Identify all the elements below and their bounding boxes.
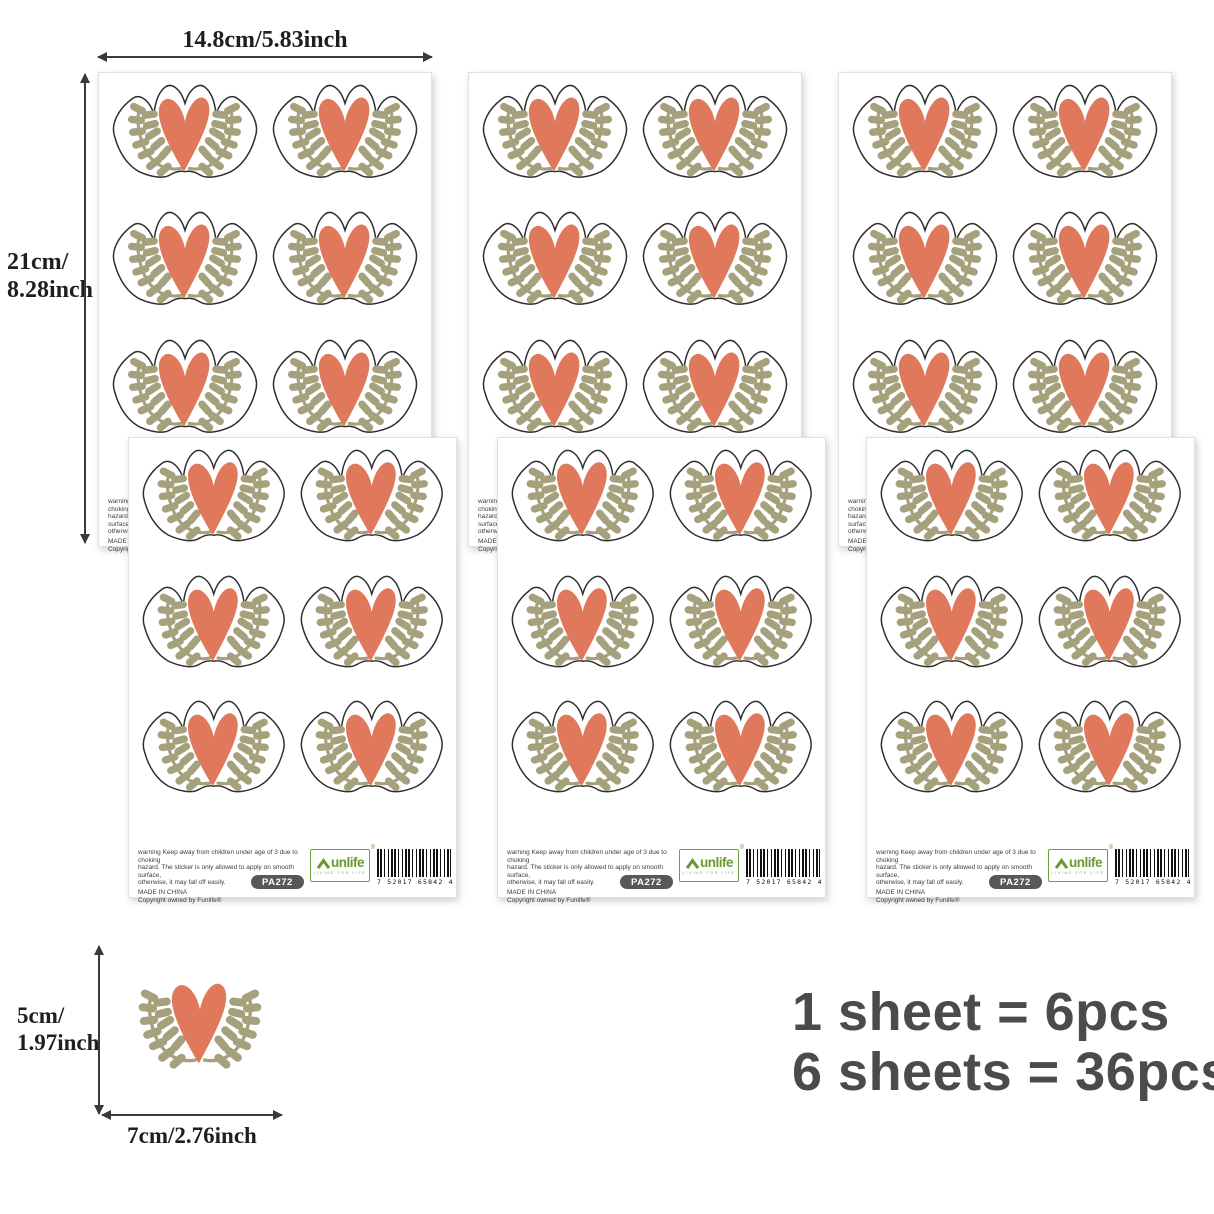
sticker-height-label: 5cm/ 1.97inch <box>17 1003 100 1056</box>
sticker-sheet: warning Keep away from children under ag… <box>128 437 457 904</box>
sheet-width-arrow <box>97 52 433 62</box>
heart-laurel-sticker <box>1031 446 1189 562</box>
heart-laurel-sticker <box>662 572 820 688</box>
heart-laurel-sticker <box>873 446 1031 562</box>
piece-count-summary: 1 sheet = 6pcs 6 sheets = 36pcs <box>792 982 1214 1102</box>
funlife-logo: ® unlife LIVING FOR LIFE <box>310 845 375 882</box>
barcode-bars <box>1115 849 1189 877</box>
sku-badge: PA272 <box>620 875 673 889</box>
summary-line-2: 6 sheets = 36pcs <box>792 1042 1214 1102</box>
heart-laurel-sticker <box>845 336 1005 453</box>
heart-laurel-sticker <box>635 208 795 325</box>
sheet-height-arrow <box>80 73 90 544</box>
sticker-width-arrow <box>101 1110 283 1120</box>
heart-laurel-sticker <box>1005 208 1165 325</box>
heart-laurel-sticker <box>662 697 820 813</box>
sheet-height-label: 21cm/ 8.28inch <box>7 249 94 304</box>
barcode-digits: 7 52017 65842 4 <box>746 878 823 886</box>
heart-laurel-sticker <box>1005 81 1165 198</box>
heart-laurel-sticker <box>475 208 635 325</box>
sticker-grid <box>135 446 450 813</box>
logo-tagline: LIVING FOR LIFE <box>1051 871 1105 875</box>
sheet-footer: warning Keep away from children under ag… <box>498 843 825 904</box>
heart-laurel-sticker <box>1005 336 1165 453</box>
heart-laurel-sticker <box>475 336 635 453</box>
logo-brand-text: unlife <box>700 855 734 870</box>
logo-brand-text: unlife <box>1069 855 1103 870</box>
heart-laurel-sticker <box>845 81 1005 198</box>
heart-laurel-sticker <box>105 208 265 325</box>
made-in-label: MADE IN CHINA <box>507 888 557 896</box>
upc-barcode: 7 52017 65842 4 <box>377 849 454 889</box>
heart-laurel-sticker <box>135 446 293 562</box>
sticker-grid <box>845 81 1165 453</box>
barcode-digits: 7 52017 65842 4 <box>377 878 454 886</box>
heart-laurel-sticker <box>265 336 425 453</box>
barcode-digits: 7 52017 65842 4 <box>1115 878 1192 886</box>
warning-text: warning Keep away from children under ag… <box>138 849 306 904</box>
sheet-footer: warning Keep away from children under ag… <box>867 843 1194 904</box>
house-roof-icon <box>316 857 331 869</box>
heart-laurel-sticker <box>873 572 1031 688</box>
summary-line-1: 1 sheet = 6pcs <box>792 982 1170 1042</box>
heart-laurel-sticker <box>293 446 451 562</box>
heart-laurel-sticker <box>1031 572 1189 688</box>
upc-barcode: 7 52017 65842 4 <box>1115 849 1192 889</box>
heart-laurel-sticker <box>475 81 635 198</box>
heart-laurel-sticker <box>265 208 425 325</box>
sheet-footer: warning Keep away from children under ag… <box>129 843 456 904</box>
sticker-sheet: warning Keep away from children under ag… <box>497 437 826 904</box>
logo-tagline: LIVING FOR LIFE <box>682 871 736 875</box>
registered-mark: ® <box>1108 845 1113 851</box>
barcode-bars <box>377 849 451 877</box>
house-roof-icon <box>1054 857 1069 869</box>
heart-laurel-sticker <box>635 81 795 198</box>
made-in-label: MADE IN CHINA <box>138 888 188 896</box>
sticker-grid <box>504 446 819 813</box>
warning-text: warning Keep away from children under ag… <box>876 849 1044 904</box>
upc-barcode: 7 52017 65842 4 <box>746 849 823 889</box>
sku-badge: PA272 <box>989 875 1042 889</box>
logo-brand-text: unlife <box>331 855 365 870</box>
sticker-grid <box>873 446 1188 813</box>
heart-laurel-sticker <box>504 697 662 813</box>
heart-laurel-sticker <box>105 81 265 198</box>
heart-laurel-sticker <box>504 446 662 562</box>
sheet-width-label: 14.8cm/5.83inch <box>182 27 348 53</box>
funlife-logo: ® unlife LIVING FOR LIFE <box>1048 845 1113 882</box>
heart-laurel-sticker <box>293 572 451 688</box>
sticker-grid <box>105 81 425 453</box>
copyright-label: Copyright owned by Funlife® <box>507 896 591 904</box>
sticker-height-arrow <box>94 945 104 1115</box>
heart-laurel-sticker <box>1031 697 1189 813</box>
funlife-logo: ® unlife LIVING FOR LIFE <box>679 845 744 882</box>
heart-laurel-sticker <box>105 336 265 453</box>
sticker-sheet: warning Keep away from children under ag… <box>866 437 1195 904</box>
sku-badge: PA272 <box>251 875 304 889</box>
heart-laurel-sticker <box>135 572 293 688</box>
sticker-width-label: 7cm/2.76inch <box>127 1123 257 1148</box>
heart-laurel-sticker <box>504 572 662 688</box>
heart-laurel-sticker <box>293 697 451 813</box>
heart-laurel-sticker <box>873 697 1031 813</box>
registered-mark: ® <box>739 845 744 851</box>
house-roof-icon <box>685 857 700 869</box>
registered-mark: ® <box>370 845 375 851</box>
copyright-label: Copyright owned by Funlife® <box>138 896 222 904</box>
heart-laurel-sticker <box>635 336 795 453</box>
sticker-grid <box>475 81 795 453</box>
heart-laurel-sticker <box>265 81 425 198</box>
barcode-bars <box>746 849 820 877</box>
heart-laurel-sticker <box>845 208 1005 325</box>
copyright-label: Copyright owned by Funlife® <box>876 896 960 904</box>
heart-laurel-sticker <box>135 697 293 813</box>
warning-text: warning Keep away from children under ag… <box>507 849 675 904</box>
made-in-label: MADE IN CHINA <box>876 888 926 896</box>
single-sticker-motif <box>114 966 286 1092</box>
logo-tagline: LIVING FOR LIFE <box>313 871 367 875</box>
heart-laurel-sticker <box>662 446 820 562</box>
